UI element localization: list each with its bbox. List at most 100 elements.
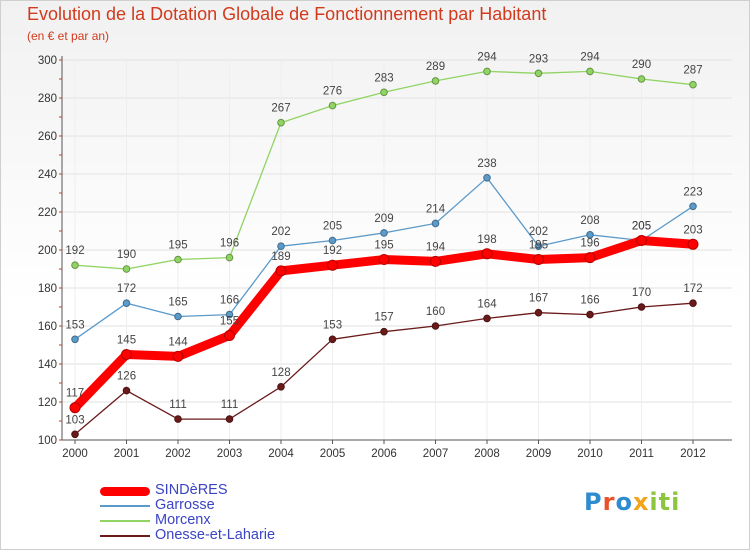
data-label: 195 [374,240,393,252]
data-label: 196 [580,238,599,250]
logo-letter: i [649,488,659,516]
x-tick-label: 2000 [62,448,88,460]
data-point [71,335,79,344]
legend-swatch [100,535,150,537]
legend-label: Garrosse [155,497,215,513]
legend-swatch [100,505,150,507]
y-tick-label: 180 [38,283,57,295]
data-label: 293 [529,53,548,65]
x-tick-label: 2008 [474,448,500,460]
data-point [225,415,234,423]
data-point [689,299,697,308]
data-point [380,88,388,97]
data-point [483,174,491,182]
x-tick-label: 2004 [268,448,294,460]
data-label: 238 [477,158,496,170]
data-point [534,242,543,250]
data-label: 145 [117,335,136,347]
data-point [534,308,543,317]
logo-letter: r [602,488,616,516]
logo-letter: i [671,488,681,516]
data-point [277,242,285,250]
data-label: 195 [529,240,548,252]
data-label: 165 [168,297,187,309]
data-label: 172 [683,283,702,295]
data-point [481,248,493,260]
x-tick-label: 2003 [217,448,243,460]
data-label: 287 [683,65,702,77]
data-point [431,219,440,228]
x-tick-label: 2010 [577,448,603,460]
data-label: 189 [271,251,290,263]
data-label: 111 [221,399,238,411]
data-label: 195 [168,240,187,252]
grid [62,59,732,441]
data-point [275,265,287,277]
data-label: 153 [323,319,342,331]
data-point [277,118,285,127]
y-tick-label: 120 [38,397,57,409]
data-label: 294 [580,51,600,63]
data-label: 209 [374,213,393,225]
data-label: 205 [323,221,342,233]
data-label: 192 [323,245,342,257]
data-label: 172 [117,283,136,295]
logo-letter: t [658,488,672,516]
data-label: 290 [632,59,651,71]
data-label: 166 [580,295,599,307]
data-label: 205 [632,221,651,233]
data-label: 164 [477,298,497,310]
y-tick-label: 200 [38,245,57,257]
data-point [483,67,491,76]
data-label: 153 [65,319,84,331]
data-point [431,77,440,85]
legend-label: SINDèRES [155,482,228,498]
y-tick-label: 100 [38,435,57,447]
data-point [689,202,697,211]
data-label: 203 [683,224,702,236]
data-point [122,299,131,308]
legend-label: Onesse-et-Laharie [155,527,276,543]
data-point [586,310,594,319]
logo-letter: P [584,488,603,516]
data-label: 111 [169,399,186,411]
data-label: 166 [220,295,239,307]
y-tick-label: 140 [38,359,57,371]
legend-swatch [100,487,150,496]
legend-swatch [100,520,150,522]
series-sind-res [69,235,699,414]
y-tick-label: 220 [38,207,57,219]
data-point [225,310,234,319]
data-label: 103 [65,414,84,426]
data-point [687,238,699,250]
data-point [380,327,388,336]
data-point [224,330,235,341]
data-point [122,386,131,395]
data-point [71,261,79,270]
data-point [328,101,337,110]
data-point [277,383,285,391]
data-label: 194 [426,241,446,253]
data-label: 202 [271,226,290,238]
data-point [174,415,182,423]
x-tick-label: 2002 [165,448,191,460]
y-tick-label: 260 [38,131,57,143]
data-point [584,252,596,264]
x-tick-label: 2011 [629,448,654,460]
chart-title: Evolution de la Dotation Globale de Fonc… [27,4,547,24]
logo-letter: o [615,488,633,516]
data-point [586,67,594,76]
data-point [430,255,441,267]
chart-subtitle: (en € et par an) [27,29,110,43]
data-label: 144 [168,336,188,348]
data-point [637,303,646,311]
data-label: 128 [271,367,290,379]
data-point [121,349,132,360]
data-point [533,254,544,265]
series-morcenx [71,67,697,273]
data-label: 214 [426,203,446,215]
x-tick-label: 2007 [423,448,449,460]
data-label: 160 [426,306,445,318]
logo-letter: x [632,488,650,516]
x-tick-label: 2001 [114,448,140,460]
